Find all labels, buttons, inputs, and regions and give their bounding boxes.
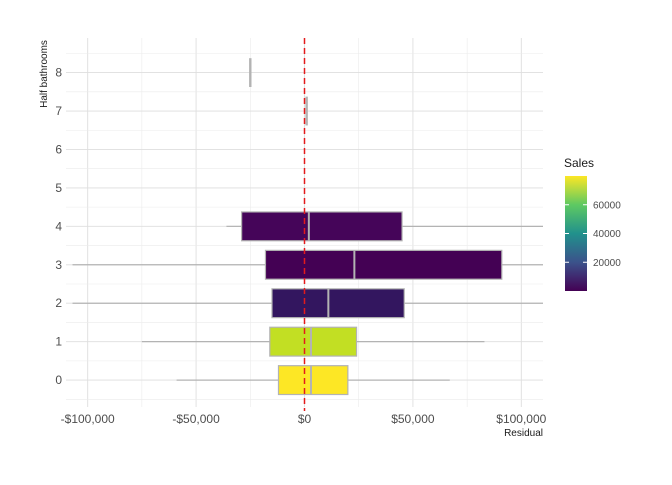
y-tick-label: 6 [55,142,62,156]
y-tick-label: 2 [55,296,62,310]
y-tick-label: 0 [55,373,62,387]
y-axis-title: Half bathrooms [39,40,50,108]
legend-ticks: 20000 40000 60000 [565,200,621,269]
x-tick-label: $50,000 [391,412,435,426]
box-1 [269,326,358,357]
box-4 [241,211,403,242]
box-2 [271,288,405,319]
boxes [241,58,503,396]
x-axis-ticks: -$100,000 -$50,000 $0 $50,000 $100,000 [61,412,547,426]
y-axis-ticks: 0 1 2 3 4 5 6 7 8 [55,66,62,388]
x-tick-label: -$50,000 [172,412,220,426]
y-tick-label: 3 [55,258,62,272]
x-tick-label: $0 [298,412,312,426]
box-3 [264,249,503,280]
legend: Sales 20000 40000 60000 [564,156,621,291]
whiskers [72,225,543,381]
legend-colorbar [565,176,587,291]
y-tick-label: 8 [55,66,62,80]
legend-tick-label: 20000 [593,258,621,269]
x-axis-title: Residual [504,428,543,439]
y-tick-label: 4 [55,219,62,233]
legend-tick-label: 40000 [593,229,621,240]
y-tick-label: 1 [55,335,62,349]
legend-title: Sales [564,156,594,170]
y-tick-label: 5 [55,181,62,195]
x-tick-label: -$100,000 [61,412,115,426]
box-0 [277,365,349,396]
y-tick-label: 7 [55,104,62,118]
x-tick-label: $100,000 [496,412,546,426]
legend-tick-label: 60000 [593,200,621,211]
